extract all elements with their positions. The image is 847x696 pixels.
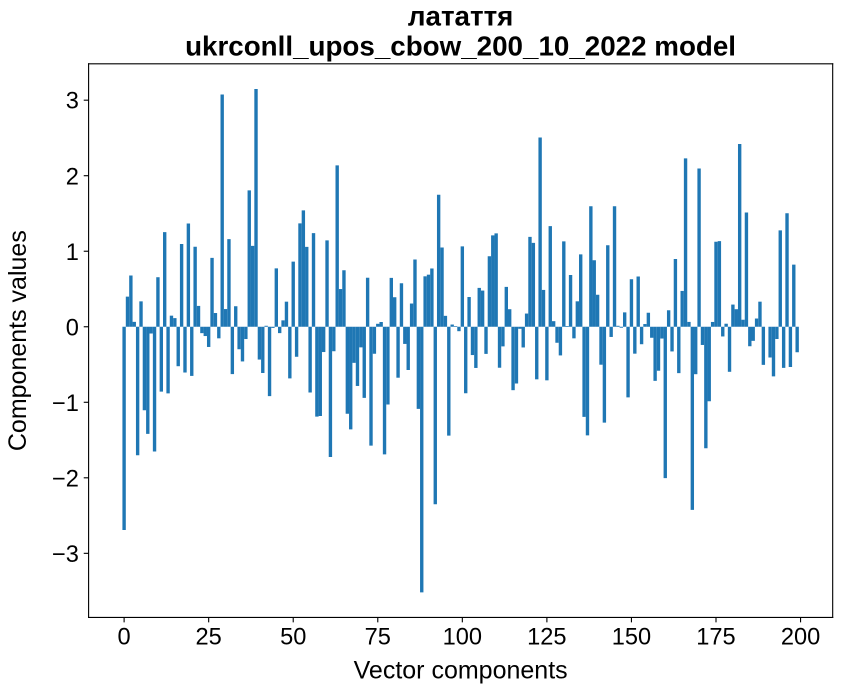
svg-text:−1: −1 [52,391,79,417]
svg-text:−2: −2 [52,466,79,492]
svg-text:0: 0 [118,624,131,650]
svg-text:ukrconll_upos_cbow_200_10_2022: ukrconll_upos_cbow_200_10_2022 model [185,30,736,61]
svg-text:латаття: латаття [408,1,514,32]
svg-text:50: 50 [280,624,306,650]
svg-text:−3: −3 [52,542,79,568]
svg-text:150: 150 [612,624,651,650]
svg-text:125: 125 [527,624,566,650]
svg-text:175: 175 [696,624,735,650]
svg-text:25: 25 [196,624,222,650]
svg-text:75: 75 [365,624,391,650]
svg-text:Components values: Components values [4,230,32,451]
svg-text:200: 200 [781,624,820,650]
svg-text:Vector components: Vector components [354,656,568,684]
svg-text:0: 0 [66,315,79,341]
svg-text:2: 2 [66,164,79,190]
svg-text:3: 3 [66,89,79,115]
svg-text:100: 100 [443,624,482,650]
svg-text:1: 1 [66,240,79,266]
